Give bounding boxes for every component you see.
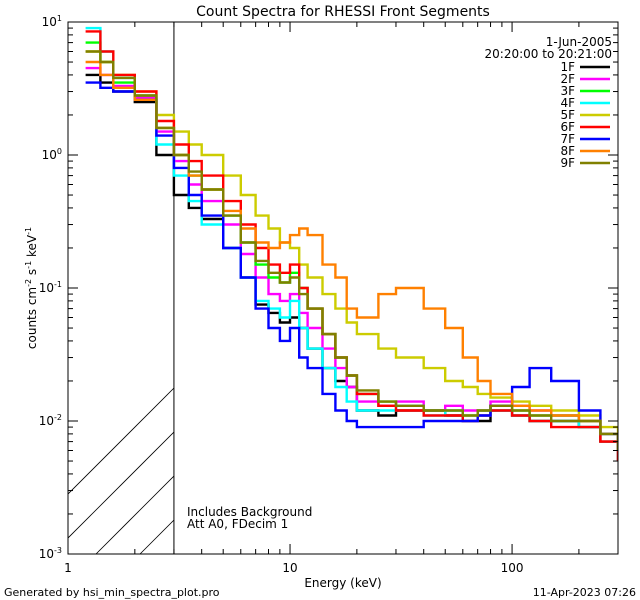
y-tick-label: 100 [42, 147, 62, 162]
legend-time-range: 20:20:00 to 20:21:00 [485, 47, 612, 61]
x-tick-label: 100 [501, 561, 524, 575]
x-tick-label: 1 [64, 561, 72, 575]
legend-label-1F: 1F [560, 60, 575, 74]
footer-timestamp: 11-Apr-2023 07:26 [533, 586, 636, 599]
legend-label-5F: 5F [560, 108, 575, 122]
footer-generated-by: Generated by hsi_min_spectra_plot.pro [4, 586, 220, 599]
series-line-9F [85, 50, 618, 451]
y-tick-label: 10-2 [39, 413, 62, 428]
axis-ticks: 1 10 100 10-3 10-2 10-1 100 101 [39, 14, 619, 575]
legend-date: 1-Jun-2005 [546, 35, 612, 49]
y-tick-label: 101 [42, 14, 62, 29]
y-axis-label: counts cm-2 s-1 keV-1 [24, 227, 39, 349]
hatched-region [68, 22, 640, 554]
series-line-7F [85, 81, 618, 451]
y-tick-label: 10-3 [39, 546, 62, 561]
legend-label-8F: 8F [560, 144, 575, 158]
hatch-line [624, 22, 640, 554]
chart-title: Count Spectra for RHESSI Front Segments [196, 4, 490, 20]
y-tick-label: 10-1 [39, 280, 62, 295]
series-layer [85, 26, 618, 461]
legend-label-6F: 6F [560, 120, 575, 134]
legend-label-7F: 7F [560, 132, 575, 146]
legend-label-3F: 3F [560, 84, 575, 98]
legend-label-2F: 2F [560, 72, 575, 86]
annotation-attenuator: Att A0, FDecim 1 [187, 517, 288, 531]
legend-label-4F: 4F [560, 96, 575, 110]
x-tick-label: 10 [282, 561, 297, 575]
x-axis-label: Energy (keV) [304, 576, 381, 590]
annotation-background: Includes Background [187, 505, 312, 519]
legend-label-9F: 9F [560, 156, 575, 170]
